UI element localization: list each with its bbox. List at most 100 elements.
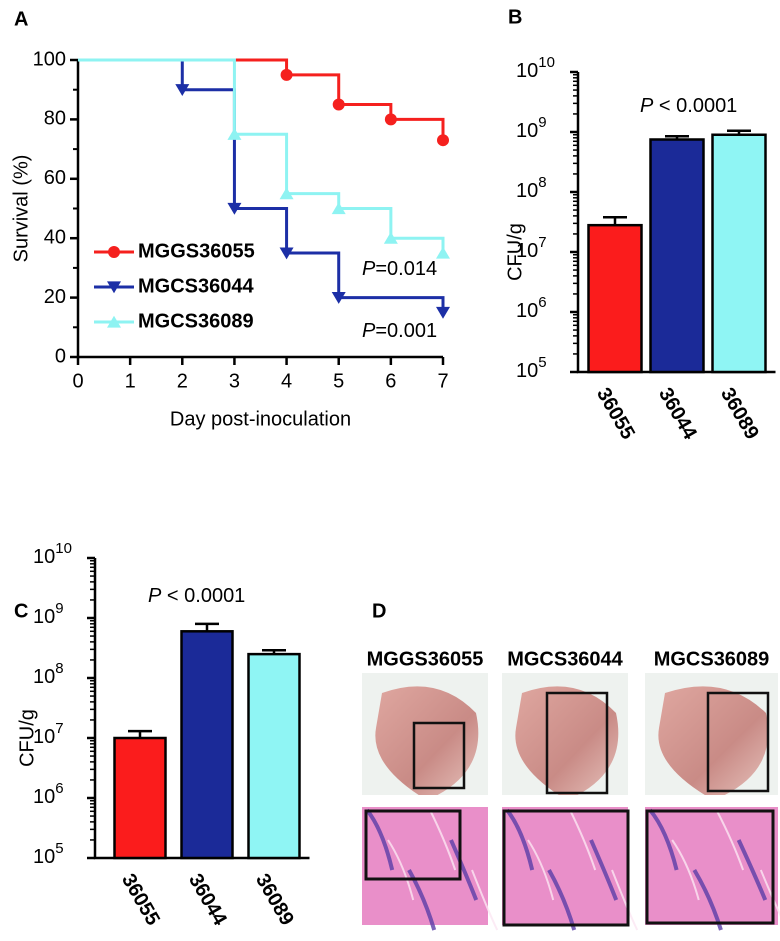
image-title: MGCS36044	[507, 648, 623, 670]
marker	[279, 187, 294, 200]
y-tick-label: 108	[516, 174, 547, 202]
tick-base: 10	[516, 240, 538, 262]
annotation: P < 0.0001	[148, 585, 245, 607]
tissue-fiber	[569, 809, 597, 871]
marker	[279, 247, 294, 260]
x-tick-label: 36044	[184, 870, 231, 930]
tick-exponent: 7	[55, 720, 63, 737]
bar	[587, 223, 643, 374]
x-tick-label: 36089	[716, 384, 763, 443]
y-tick-label: 109	[516, 114, 547, 142]
panel-label: D	[372, 600, 386, 622]
highlight-box	[545, 691, 609, 795]
tick-exponent: 9	[538, 114, 546, 131]
y-tick-label: 106	[516, 294, 547, 322]
tick-exponent: 5	[538, 354, 546, 371]
x-tick-label: 36055	[592, 384, 639, 443]
error-bar	[603, 215, 627, 226]
tick-exponent: 6	[55, 780, 63, 797]
bar	[180, 630, 234, 860]
marker	[384, 113, 397, 126]
tick-exponent: 5	[55, 840, 63, 857]
tick-base: 10	[33, 846, 55, 868]
tick-base: 10	[516, 180, 538, 202]
y-tick-label: 40	[44, 226, 66, 248]
tissue-fiber	[648, 808, 679, 871]
tick-exponent: 8	[55, 660, 63, 677]
tick-exponent: 7	[538, 234, 546, 251]
error-bar	[262, 649, 286, 655]
panel-label: B	[508, 6, 522, 28]
highlight-box	[412, 721, 466, 790]
y-tick-label: 1010	[33, 540, 72, 568]
tick-base: 10	[33, 726, 55, 748]
legend-label: MGGS36055	[138, 240, 255, 262]
kidney-photo	[375, 686, 479, 795]
tick-exponent: 10	[538, 54, 555, 71]
tick-base: 10	[33, 546, 55, 568]
marker	[331, 202, 346, 215]
y-tick-label: 106	[33, 780, 64, 808]
legend-label: MGCS36044	[138, 275, 254, 297]
y-tick-label: 20	[44, 286, 66, 308]
y-tick-label: 80	[44, 108, 66, 130]
y-tick-label: 105	[33, 840, 64, 868]
x-axis-label: Day post-inoculation	[170, 408, 351, 430]
tissue-fiber	[671, 839, 700, 901]
y-axis-label: Survival (%)	[10, 155, 32, 263]
marker	[107, 315, 121, 328]
tick-base: 10	[516, 300, 538, 322]
annotation: P=0.014	[362, 258, 437, 280]
marker	[437, 134, 449, 147]
error-bar	[665, 134, 689, 140]
y-tick-label: 107	[33, 720, 64, 748]
y-tick-label: 108	[33, 660, 64, 688]
y-tick-label: 100	[33, 48, 66, 70]
bar	[113, 736, 167, 860]
highlight-box	[364, 809, 462, 881]
highlight-box	[502, 809, 630, 927]
tissue-fiber	[759, 869, 780, 917]
x-tick-label: 36055	[117, 870, 164, 929]
annotation: P=0.001	[362, 320, 437, 342]
tissue-fiber	[611, 869, 639, 931]
marker	[175, 84, 190, 96]
x-tick-label: 5	[333, 370, 344, 392]
tick-base: 10	[516, 120, 538, 142]
marker	[227, 202, 242, 215]
kidney-photo	[515, 686, 619, 795]
tissue-fiber	[449, 839, 479, 901]
tissue-fiber	[365, 808, 395, 871]
x-tick-label: 0	[72, 370, 83, 392]
survival-line	[78, 58, 445, 141]
x-tick-label: 6	[385, 370, 396, 392]
y-tick-label: 60	[44, 167, 66, 189]
tick-base: 10	[33, 786, 55, 808]
y-axis-label: CFU/g	[504, 223, 526, 281]
bar	[649, 138, 705, 374]
error-bar	[195, 622, 219, 632]
x-tick-label: 1	[125, 370, 136, 392]
legend-label: MGCS36089	[138, 310, 254, 332]
y-tick-label: 1010	[516, 54, 555, 82]
tick-exponent: 9	[55, 600, 63, 617]
marker	[436, 246, 450, 259]
tissue-fiber	[429, 809, 457, 871]
marker	[331, 292, 346, 304]
panel-label: C	[14, 600, 28, 622]
x-tick-label: 3	[229, 370, 240, 392]
image-title: MGCS36089	[654, 648, 770, 670]
tick-exponent: 8	[538, 174, 546, 191]
tissue-fiber	[471, 869, 499, 931]
error-bar	[128, 729, 152, 738]
y-axis-label: CFU/g	[16, 709, 38, 767]
y-tick-label: 109	[33, 600, 64, 628]
marker	[107, 281, 121, 294]
y-tick-label: 105	[516, 354, 547, 382]
tick-exponent: 6	[538, 294, 546, 311]
x-tick-label: 2	[177, 370, 188, 392]
marker	[383, 231, 398, 244]
bar	[711, 133, 767, 374]
image-title: MGGS36055	[367, 648, 484, 670]
tissue-fiber	[505, 808, 535, 871]
